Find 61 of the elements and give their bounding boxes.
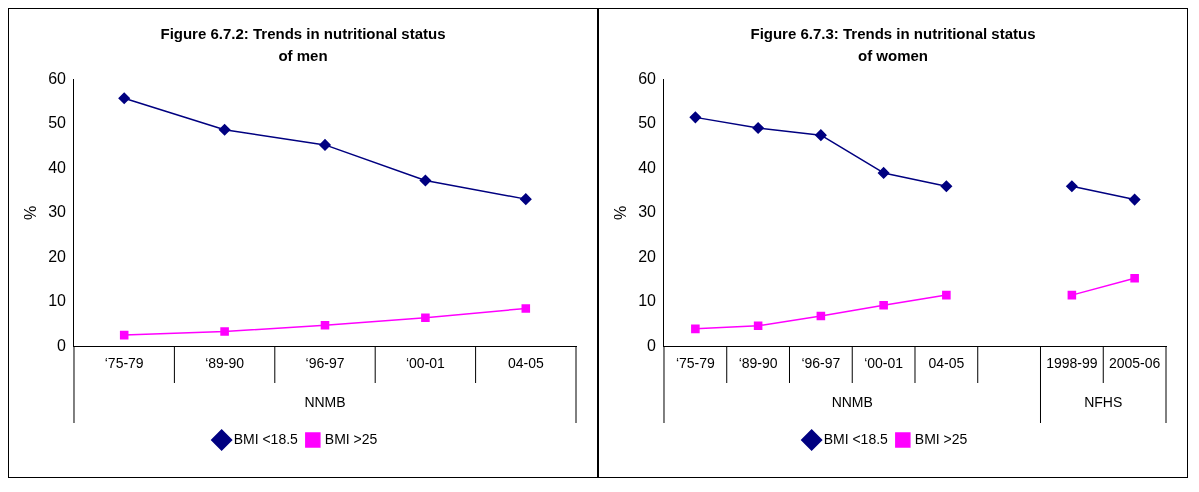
y-tick-label: 20 [638, 247, 657, 265]
point [753, 321, 763, 331]
x-tick-label: 04-05 [507, 355, 544, 372]
x-tick-label: ‘96-97 [801, 355, 841, 372]
point [816, 311, 826, 321]
point [419, 174, 432, 187]
point [877, 167, 890, 179]
point [520, 193, 532, 205]
y-tick-label: 50 [638, 114, 657, 132]
x-tick-label: 1998-99 [1046, 355, 1098, 372]
y-tick-label: 40 [638, 158, 657, 176]
y-tick-label: 20 [48, 247, 67, 265]
point [815, 129, 827, 141]
point [1067, 290, 1077, 300]
x-tick-label: ‘75-79 [104, 355, 144, 372]
x-tick-label: ‘96-97 [305, 355, 345, 372]
y-tick-label: 30 [48, 203, 67, 221]
legend-label: BMI <18.5 [823, 430, 889, 447]
y-tick-label: 60 [638, 70, 657, 88]
y-tick-label: 10 [638, 292, 657, 310]
y-tick-label: 60 [48, 70, 67, 88]
point [752, 122, 764, 134]
text: NNMB [304, 393, 346, 410]
chart-title: Figure 6.7.3: Trends in nutritional status of women [749, 24, 1037, 66]
x-tick-label: ‘00-01 [405, 355, 446, 372]
text: NNMB [831, 393, 873, 410]
point [691, 324, 700, 334]
y-tick-label: 10 [48, 292, 67, 310]
text: NFHS [1084, 393, 1123, 410]
point [320, 321, 330, 330]
legend-label: BMI <18.5 [233, 430, 299, 447]
x-tick-label: 2005-06 [1108, 355, 1161, 372]
y-tick-label: 0 [647, 336, 657, 354]
point [1130, 273, 1139, 283]
x-tick-label: ‘89-90 [738, 355, 778, 372]
legend-label: BMI >25 [914, 430, 968, 447]
y-tick-label: 50 [48, 114, 67, 132]
point [218, 124, 231, 136]
x-tick-label: ‘89-90 [205, 355, 245, 372]
point [942, 290, 951, 300]
legend-label: BMI >25 [324, 430, 378, 447]
x-tick-label: ‘75-79 [675, 355, 716, 372]
y-axis-title: % [22, 205, 40, 221]
point [689, 111, 702, 124]
point [119, 330, 129, 340]
point [118, 92, 130, 105]
point [940, 180, 953, 192]
point [1128, 193, 1141, 206]
y-tick-label: 40 [48, 158, 67, 176]
point [220, 327, 229, 336]
y-tick-label: 30 [638, 203, 657, 221]
chart-title: Figure 6.7.2: Trends in nutritional status of men [159, 24, 447, 66]
point [421, 313, 430, 323]
y-tick-label: 0 [57, 336, 67, 354]
point [879, 301, 888, 310]
point [521, 304, 531, 313]
x-tick-label: 04-05 [928, 355, 965, 372]
point [319, 139, 331, 151]
y-axis-title: % [612, 205, 630, 221]
point [1066, 180, 1078, 192]
x-tick-label: ‘00-01 [864, 355, 904, 372]
